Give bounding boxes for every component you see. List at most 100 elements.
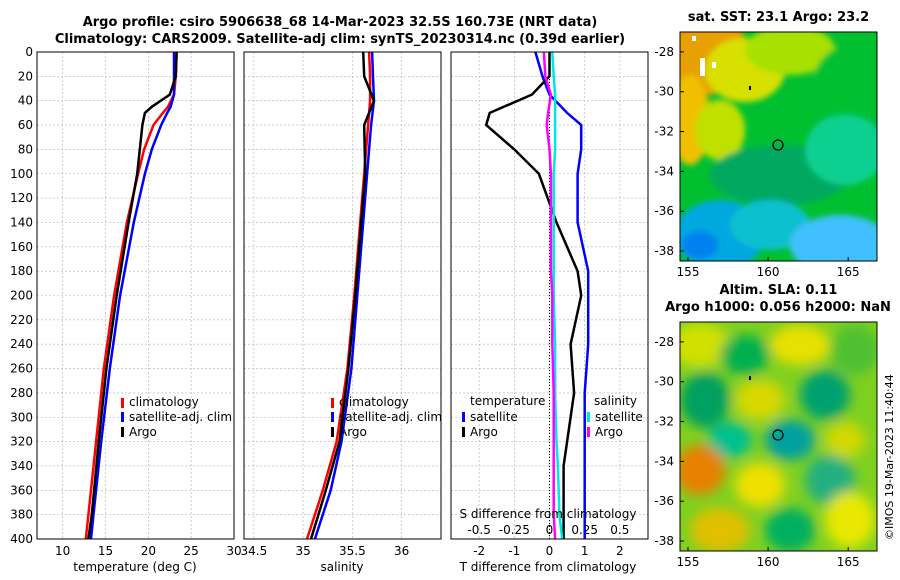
top-x-tick-label: 0.5 (610, 523, 629, 537)
temperature-xticks: 10 15 20 25 30 (55, 544, 242, 558)
map-y-tick-label: -38 (654, 244, 674, 258)
salinity-argo-diff-line (542, 51, 557, 540)
y-tick-label: 380 (10, 508, 33, 522)
legend-label-sat: satellite-adj. clim (339, 410, 442, 424)
y-tick-label: 120 (10, 191, 33, 205)
y-tick-label: 340 (10, 459, 33, 473)
salinity-panel: 34.5 35 35.5 36 climatology satellite-adj. … (240, 51, 442, 574)
temperature-axes-frame (36, 51, 235, 540)
legend-label-t-argo: Argo (470, 425, 498, 439)
map-x-tick-label: 155 (677, 555, 700, 569)
x-tick-label: 34.5 (240, 544, 267, 558)
legend-label-clim: climatology (129, 395, 199, 409)
map-x-tick-label: 155 (677, 265, 700, 279)
map-y-tick-label: -30 (654, 85, 674, 99)
difference-top-xticks: -0.5-0.2500.250.5 (467, 523, 629, 537)
y-tick-label: 140 (10, 215, 33, 229)
sst-map-xticks: 155 160 165 (677, 257, 860, 279)
legend-label-t-sat: satellite (470, 410, 518, 424)
temperature-argo-diff-line (484, 52, 583, 539)
y-tick-label: 0 (25, 45, 33, 59)
map-x-tick-label: 165 (837, 555, 860, 569)
sst-map-yticks: -28 -30 -32 -34 -36 -38 (654, 45, 684, 258)
x-tick-label: 0 (546, 544, 554, 558)
legend-label-clim: climatology (339, 395, 409, 409)
legend-swatch-clim (331, 398, 334, 408)
temperature-satellite-diff-line (534, 51, 590, 539)
legend-swatch-sat (331, 412, 334, 422)
salinity-xticks: 34.5 35 35.5 36 (240, 544, 409, 558)
y-tick-label: 320 (10, 435, 33, 449)
salinity-legend: climatology satellite-adj. clim Argo (331, 395, 442, 439)
salinity-argo-line (309, 51, 376, 540)
y-tick-label: 400 (10, 532, 33, 546)
x-tick-label: 2 (616, 544, 624, 558)
difference-axes-frame (450, 51, 649, 540)
y-tick-label: 240 (10, 337, 33, 351)
legend-swatch-s-sat (587, 412, 590, 422)
map-x-tick-label: 160 (757, 555, 780, 569)
difference-legend-temperature: temperature satellite Argo (462, 394, 545, 439)
sla-map-frame (679, 321, 878, 552)
salinity-satellite-line (313, 51, 376, 540)
sla-map-title-line2: Argo h1000: 0.056 h2000: NaN (665, 300, 891, 315)
difference-top-xlabel: S difference from climatology (460, 507, 637, 521)
map-x-tick-label: 165 (837, 265, 860, 279)
x-tick-label: 20 (141, 544, 156, 558)
imos-timestamp: ©IMOS 19-Mar-2023 11:40:44 (883, 374, 896, 540)
map-y-tick-label: -30 (654, 375, 674, 389)
map-y-tick-label: -34 (654, 454, 674, 468)
x-tick-label: 15 (98, 544, 113, 558)
difference-xticks: -2 -1 0 1 2 (473, 544, 624, 558)
y-tick-label: 100 (10, 167, 33, 181)
sst-map-title: sat. SST: 23.1 Argo: 23.2 (687, 10, 870, 25)
temperature-legend: climatology satellite-adj. clim Argo (121, 395, 232, 439)
x-tick-label: 10 (55, 544, 70, 558)
x-tick-label: 36 (394, 544, 409, 558)
y-tick-label: 80 (18, 142, 33, 156)
map-y-tick-label: -38 (654, 534, 674, 548)
legend-label-argo: Argo (129, 425, 157, 439)
sla-map-xticks: 155 160 165 (677, 547, 860, 569)
top-x-tick-label: -0.25 (499, 523, 530, 537)
legend-swatch-t-argo (462, 427, 465, 437)
temperature-panel: 10 15 20 25 30 0 20 40 60 80 100 120 140 160 180 200 22… (10, 45, 242, 574)
salinity-grid (244, 51, 441, 540)
legend-swatch-clim (121, 398, 124, 408)
chart-title-line2: Climatology: CARS2009. Satellite-adj cli… (54, 32, 626, 47)
temperature-argo-line (87, 51, 178, 540)
legend-label-s-sat: satellite (595, 410, 643, 424)
x-tick-label: 35 (295, 544, 310, 558)
x-tick-label: 1 (581, 544, 589, 558)
y-tick-label: 200 (10, 289, 33, 303)
legend-title-temperature: temperature (470, 394, 545, 408)
y-tick-label: 300 (10, 410, 33, 424)
difference-xlabel: T difference from climatology (459, 560, 637, 574)
y-tick-label: 280 (10, 386, 33, 400)
difference-legend-salinity: salinity satellite Argo (587, 394, 643, 439)
temperature-xlabel: temperature (deg C) (73, 560, 196, 574)
legend-swatch-sat (121, 412, 124, 422)
map-y-tick-label: -28 (654, 335, 674, 349)
x-tick-label: -2 (473, 544, 485, 558)
y-tick-label: 360 (10, 483, 33, 497)
x-tick-label: 35.5 (339, 544, 366, 558)
map-y-tick-label: -36 (654, 494, 674, 508)
y-tick-label: 180 (10, 264, 33, 278)
legend-label-s-argo: Argo (595, 425, 623, 439)
map-y-tick-label: -32 (654, 125, 674, 139)
map-y-tick-label: -36 (654, 204, 674, 218)
sla-map-yticks: -28 -30 -32 -34 -36 -38 (654, 335, 684, 548)
sst-map: 155 160 165 -28 -30 -32 -34 -36 -38 (654, 31, 878, 279)
y-tick-label: 160 (10, 240, 33, 254)
x-tick-label: -1 (508, 544, 520, 558)
temperature-grid (37, 51, 235, 540)
legend-label-sat: satellite-adj. clim (129, 410, 232, 424)
sst-map-frame (679, 31, 878, 262)
legend-swatch-t-sat (462, 412, 465, 422)
map-x-tick-label: 160 (757, 265, 780, 279)
top-x-tick-label: -0.5 (467, 523, 490, 537)
salinity-axes-frame (243, 51, 442, 540)
temperature-satellite-line (89, 52, 176, 540)
